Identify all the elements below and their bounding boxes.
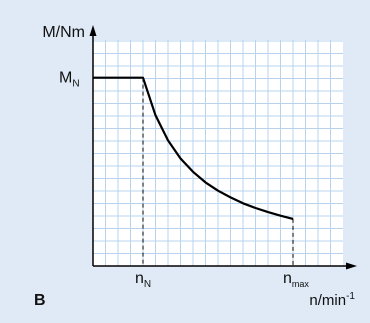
panel-label: B: [34, 292, 46, 309]
y-axis-arrowhead: [90, 25, 97, 36]
x-axis-arrowhead: [346, 263, 357, 270]
y-axis-label: M/Nm: [42, 24, 85, 41]
x-axis-label-exponent: -1: [346, 291, 355, 302]
grid: [93, 40, 343, 266]
x-tick-label-nmax: nmax: [283, 270, 309, 289]
y-tick-label-mn: MN: [59, 70, 80, 90]
x-axis-label: n/min-1: [309, 291, 355, 309]
x-tick-label-nn: nN: [135, 270, 151, 290]
